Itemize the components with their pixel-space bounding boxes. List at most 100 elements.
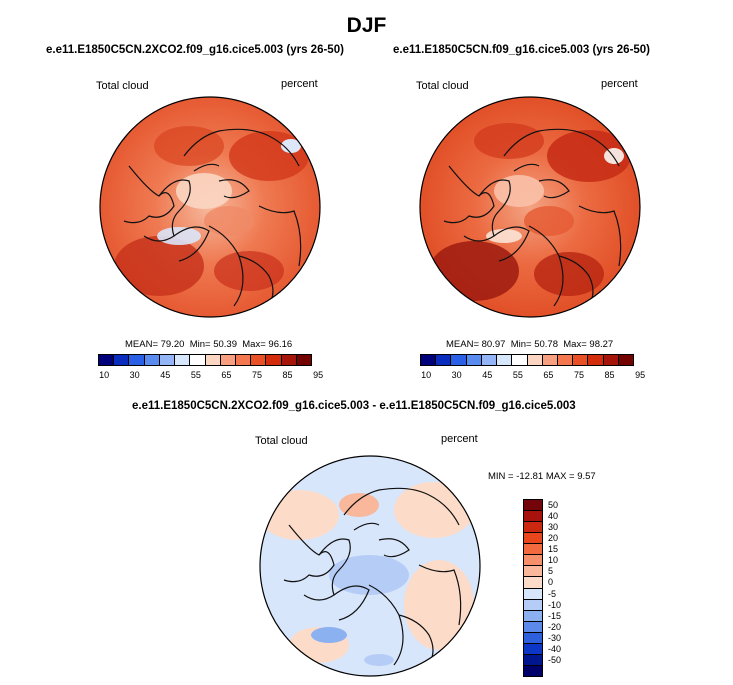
- figure-title: DJF: [346, 14, 387, 37]
- colorbar-tick-label: 95: [635, 370, 646, 380]
- panel-1-mean-label: MEAN=: [125, 339, 158, 350]
- colorbar-swatch: [281, 355, 297, 365]
- diff-title: e.e11.E1850C5CN.2XCO2.f09_g16.cice5.003 …: [132, 400, 576, 412]
- colorbar-swatch: [527, 355, 543, 365]
- colorbar-swatch: [524, 533, 542, 545]
- colorbar-tick-label: 10: [421, 370, 432, 380]
- colorbar-swatch: [220, 355, 236, 365]
- colorbar-swatch: [235, 355, 252, 365]
- colorbar-swatch: [175, 355, 191, 365]
- colorbar-swatch: [524, 588, 542, 600]
- colorbar-swatch: [524, 610, 542, 622]
- colorbar-swatch: [573, 355, 589, 365]
- colorbar-tick-label: 30: [129, 370, 140, 380]
- colorbar-tick-label: 55: [190, 370, 201, 380]
- colorbar-tick-label: 65: [221, 370, 232, 380]
- panel-2-max-label: Max=: [563, 339, 587, 350]
- colorbar-swatch: [524, 599, 542, 611]
- colorbar-tick-label: 95: [313, 370, 324, 380]
- colorbar-swatch: [466, 355, 482, 365]
- colorbar-tick-label: 45: [160, 370, 171, 380]
- panel-1-min-label: Min=: [189, 339, 211, 350]
- colorbar-swatch: [512, 355, 528, 365]
- panel-2-variable: Total cloud: [416, 80, 469, 92]
- colorbar-swatch: [296, 355, 312, 365]
- colorbar-tick-label: 75: [573, 370, 584, 380]
- colorbar-tick-label: 75: [251, 370, 262, 380]
- colorbar-tick-label: -5: [548, 588, 557, 599]
- colorbar-swatch: [99, 355, 115, 365]
- panel-2-map: [419, 96, 641, 318]
- diff-colorbar: [523, 499, 543, 677]
- colorbar-tick-label: 5: [548, 566, 554, 577]
- colorbar-tick-label: -40: [548, 644, 562, 655]
- panel-1-max-label: Max=: [242, 339, 266, 350]
- panel-2-coastlines: [443, 128, 622, 312]
- colorbar-tick-label: 10: [99, 370, 110, 380]
- panel-2-min: 50.78: [534, 339, 558, 350]
- colorbar-tick-label: 10: [548, 555, 559, 566]
- panel-2-title: e.e11.E1850C5CN.f09_g16.cice5.003 (yrs 2…: [393, 44, 651, 56]
- diff-minmax: MIN = -12.81 MAX = 9.57: [488, 471, 596, 482]
- colorbar-tick-label: 30: [451, 370, 462, 380]
- colorbar-swatch: [159, 355, 176, 365]
- colorbar-tick-label: 65: [543, 370, 554, 380]
- colorbar-swatch: [603, 355, 619, 365]
- colorbar-tick-label: 40: [548, 510, 559, 521]
- panel-2-map-border: [419, 96, 641, 318]
- colorbar-swatch: [557, 355, 574, 365]
- colorbar-swatch: [436, 355, 452, 365]
- panel-1-min: 50.39: [213, 339, 237, 350]
- colorbar-swatch: [421, 355, 437, 365]
- panel-2-max: 98.27: [589, 339, 614, 350]
- colorbar-tick-label: 55: [512, 370, 523, 380]
- panel-2-mean: 80.97: [481, 339, 506, 350]
- colorbar-swatch: [524, 643, 542, 655]
- panel-2-units: percent: [601, 78, 638, 90]
- colorbar-tick-label: -10: [548, 599, 562, 610]
- panel-1-max: 96.16: [268, 339, 293, 350]
- colorbar-tick-label: 85: [282, 370, 293, 380]
- colorbar-tick-label: -20: [548, 621, 562, 632]
- colorbar-swatch: [524, 621, 542, 633]
- panel-1-stats: MEAN= 79.20 Min= 50.39 Max= 96.16: [125, 339, 292, 350]
- colorbar-swatch: [481, 355, 498, 365]
- colorbar-tick-label: 50: [548, 499, 559, 510]
- colorbar-swatch: [542, 355, 558, 365]
- colorbar-swatch: [524, 544, 542, 556]
- colorbar-swatch: [588, 355, 604, 365]
- panel-2-min-label: Min=: [510, 339, 532, 350]
- panel-1-map-border: [99, 96, 321, 318]
- panel-1-map: [99, 96, 321, 318]
- colorbar-swatch: [190, 355, 206, 365]
- colorbar-swatch: [524, 522, 542, 534]
- colorbar-swatch: [524, 654, 542, 666]
- colorbar-tick-label: 20: [548, 532, 559, 543]
- diff-map: [259, 455, 481, 677]
- colorbar-swatch: [205, 355, 221, 365]
- colorbar-swatch: [524, 500, 542, 512]
- colorbar-swatch: [524, 632, 542, 644]
- colorbar-tick-label: -30: [548, 633, 562, 644]
- panel-1-title: e.e11.E1850C5CN.2XCO2.f09_g16.cice5.003 …: [46, 44, 344, 56]
- colorbar-swatch: [251, 355, 267, 365]
- panel-2-stats: MEAN= 80.97 Min= 50.78 Max= 98.27: [446, 339, 613, 350]
- panel-1-variable: Total cloud: [96, 80, 149, 92]
- colorbar-swatch: [524, 566, 542, 578]
- colorbar-swatch: [451, 355, 467, 365]
- diff-units: percent: [441, 433, 478, 445]
- colorbar-swatch: [114, 355, 130, 365]
- colorbar-swatch: [524, 577, 542, 589]
- colorbar-swatch: [129, 355, 145, 365]
- colorbar-swatch: [524, 511, 542, 523]
- colorbar-tick-label: 45: [482, 370, 493, 380]
- colorbar-tick-label: 30: [548, 521, 559, 532]
- panel-1-colorbar: [98, 354, 312, 366]
- colorbar-tick-label: -50: [548, 655, 562, 666]
- colorbar-tick-label: 15: [548, 544, 559, 555]
- panel-2-colorbar: [420, 354, 634, 366]
- diff-coastlines: [283, 487, 462, 671]
- panel-1-units: percent: [281, 78, 318, 90]
- panel-1-mean: 79.20: [160, 339, 185, 350]
- panel-2-mean-label: MEAN=: [446, 339, 479, 350]
